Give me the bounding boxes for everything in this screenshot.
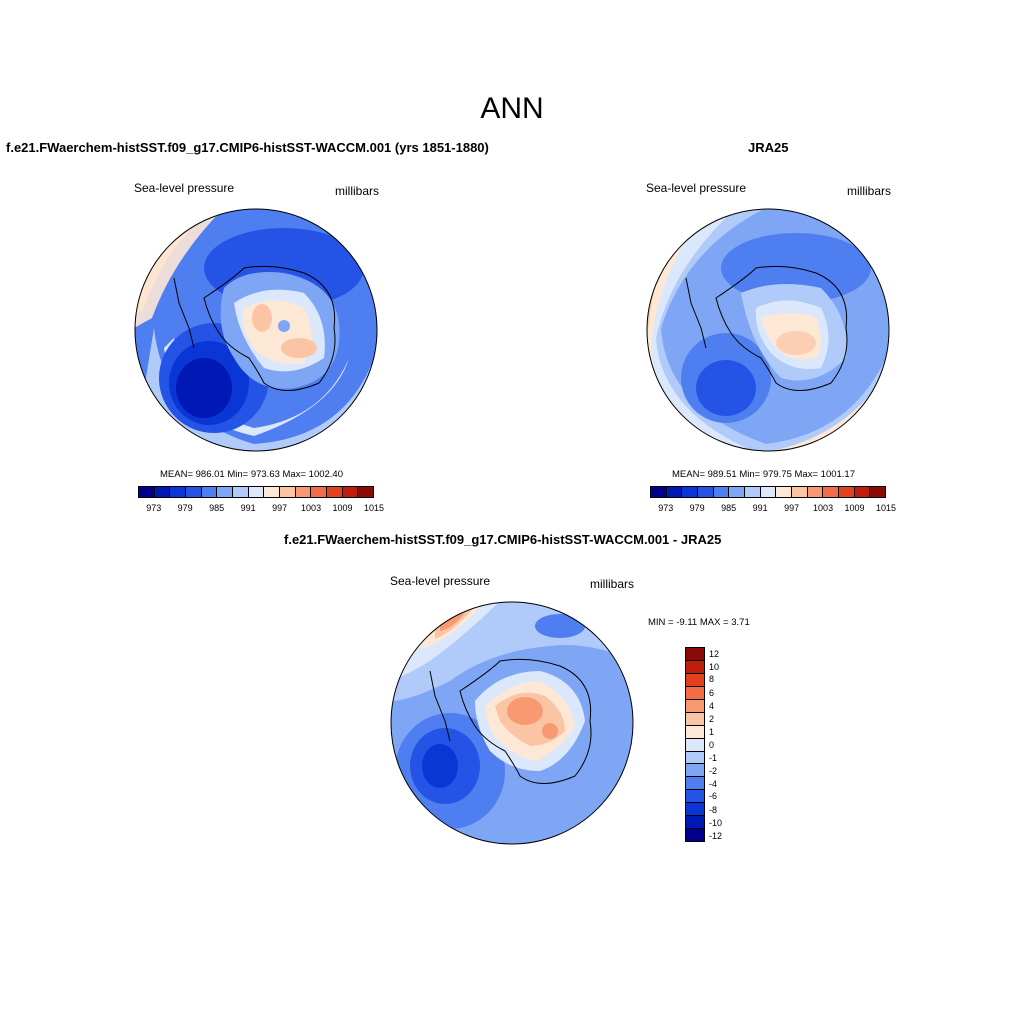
colorbar-tick-label: 2	[709, 713, 715, 724]
colorbar-swatch	[201, 487, 218, 497]
colorbar-swatch	[686, 660, 704, 674]
colorbar-swatch	[823, 487, 840, 497]
colorbar-swatch	[686, 829, 704, 842]
colorbar-tick-label: -1	[709, 752, 718, 763]
colorbar-tick-label: 8	[709, 674, 715, 685]
panel3-units-label: millibars	[590, 577, 635, 591]
colorbar-swatch	[686, 764, 704, 778]
colorbar-tick-label: 1003	[813, 503, 834, 513]
panel3-colorbar-ticks: 12 10 8 6 4 2 1 0 -1 -2 -4 -6 -8 -10 -12	[709, 647, 749, 842]
panel1-units-label: millibars	[335, 184, 380, 198]
colorbar-swatch	[651, 487, 667, 497]
colorbar-swatch	[686, 725, 704, 739]
panel2-title: JRA25	[748, 140, 789, 155]
colorbar-swatch	[686, 686, 704, 700]
colorbar-tick-label: 1003	[301, 503, 322, 513]
colorbar-swatch	[686, 712, 704, 726]
colorbar-tick-label: 0	[709, 739, 715, 750]
colorbar-swatch	[870, 487, 886, 497]
panel1-stats: MEAN= 986.01 Min= 973.63 Max= 1002.40	[160, 469, 343, 480]
panel1-colorbar	[138, 486, 374, 498]
colorbar-swatch	[311, 487, 328, 497]
colorbar-tick-label: 1	[709, 726, 715, 737]
colorbar-swatch	[686, 738, 704, 752]
colorbar-swatch	[170, 487, 187, 497]
colorbar-tick-label: 1015	[363, 503, 385, 513]
panel2-units-label: millibars	[847, 184, 892, 198]
colorbar-swatch	[713, 487, 730, 497]
colorbar-swatch	[686, 790, 704, 804]
colorbar-tick-label: 10	[709, 661, 720, 672]
colorbar-swatch	[264, 487, 281, 497]
colorbar-tick-label: -2	[709, 765, 718, 776]
colorbar-swatch	[682, 487, 699, 497]
colorbar-swatch	[807, 487, 824, 497]
colorbar-tick-label: 991	[240, 503, 256, 513]
panel3-map	[390, 601, 634, 845]
colorbar-tick-label: 1009	[844, 503, 865, 513]
panel2-map	[646, 208, 890, 452]
colorbar-tick-label: 12	[709, 648, 720, 659]
colorbar-swatch	[358, 487, 374, 497]
panel3-stats: MIN = -9.11 MAX = 3.71	[648, 617, 750, 628]
colorbar-tick-label: 1015	[875, 503, 897, 513]
colorbar-tick-label: -6	[709, 791, 718, 802]
panel3-variable-label: Sea-level pressure	[390, 574, 491, 588]
figure-title: ANN	[480, 92, 544, 125]
colorbar-tick-label: -8	[709, 804, 718, 815]
panel1-colorbar-ticks: 973 979 985 991 997 1003 1009 1015	[138, 503, 384, 515]
panel2-colorbar	[650, 486, 886, 498]
colorbar-tick-label: -4	[709, 778, 718, 789]
colorbar-swatch	[760, 487, 777, 497]
colorbar-swatch	[186, 487, 202, 497]
colorbar-tick-label: 997	[784, 503, 800, 513]
colorbar-tick-label: 973	[146, 503, 162, 513]
colorbar-tick-label: 991	[752, 503, 768, 513]
colorbar-tick-label: 4	[709, 700, 715, 711]
colorbar-swatch	[698, 487, 714, 497]
colorbar-swatch	[154, 487, 171, 497]
colorbar-swatch	[686, 803, 704, 817]
colorbar-swatch	[233, 487, 249, 497]
colorbar-swatch	[217, 487, 234, 497]
colorbar-swatch	[666, 487, 683, 497]
colorbar-tick-label: 1009	[332, 503, 353, 513]
colorbar-tick-label: 985	[721, 503, 737, 513]
colorbar-tick-label: 6	[709, 687, 715, 698]
colorbar-swatch	[295, 487, 312, 497]
colorbar-tick-label: -10	[709, 817, 723, 828]
colorbar-tick-label: -12	[709, 830, 723, 841]
colorbar-swatch	[342, 487, 359, 497]
panel1-map	[134, 208, 378, 452]
panel2-variable-label: Sea-level pressure	[646, 181, 747, 195]
colorbar-swatch	[686, 699, 704, 713]
colorbar-swatch	[729, 487, 746, 497]
colorbar-swatch	[792, 487, 808, 497]
panel2-colorbar-ticks: 973 979 985 991 997 1003 1009 1015	[650, 503, 896, 515]
colorbar-swatch	[327, 487, 343, 497]
panel1-title: f.e21.FWaerchem-histSST.f09_g17.CMIP6-hi…	[6, 140, 489, 155]
colorbar-swatch	[686, 673, 704, 687]
colorbar-swatch	[686, 648, 704, 661]
panel1-variable-label: Sea-level pressure	[134, 181, 235, 195]
colorbar-swatch	[686, 816, 704, 830]
colorbar-tick-label: 973	[658, 503, 674, 513]
panel3-colorbar	[685, 647, 705, 842]
colorbar-swatch	[839, 487, 855, 497]
colorbar-swatch	[686, 751, 704, 765]
colorbar-tick-label: 979	[177, 503, 193, 513]
colorbar-swatch	[854, 487, 871, 497]
panel3-title: f.e21.FWaerchem-histSST.f09_g17.CMIP6-hi…	[284, 532, 722, 547]
colorbar-swatch	[248, 487, 265, 497]
colorbar-swatch	[139, 487, 155, 497]
colorbar-tick-label: 985	[209, 503, 225, 513]
colorbar-swatch	[280, 487, 296, 497]
colorbar-tick-label: 979	[689, 503, 705, 513]
colorbar-swatch	[686, 777, 704, 791]
colorbar-swatch	[745, 487, 761, 497]
panel2-stats: MEAN= 989.51 Min= 979.75 Max= 1001.17	[672, 469, 855, 480]
colorbar-tick-label: 997	[272, 503, 288, 513]
colorbar-swatch	[776, 487, 793, 497]
